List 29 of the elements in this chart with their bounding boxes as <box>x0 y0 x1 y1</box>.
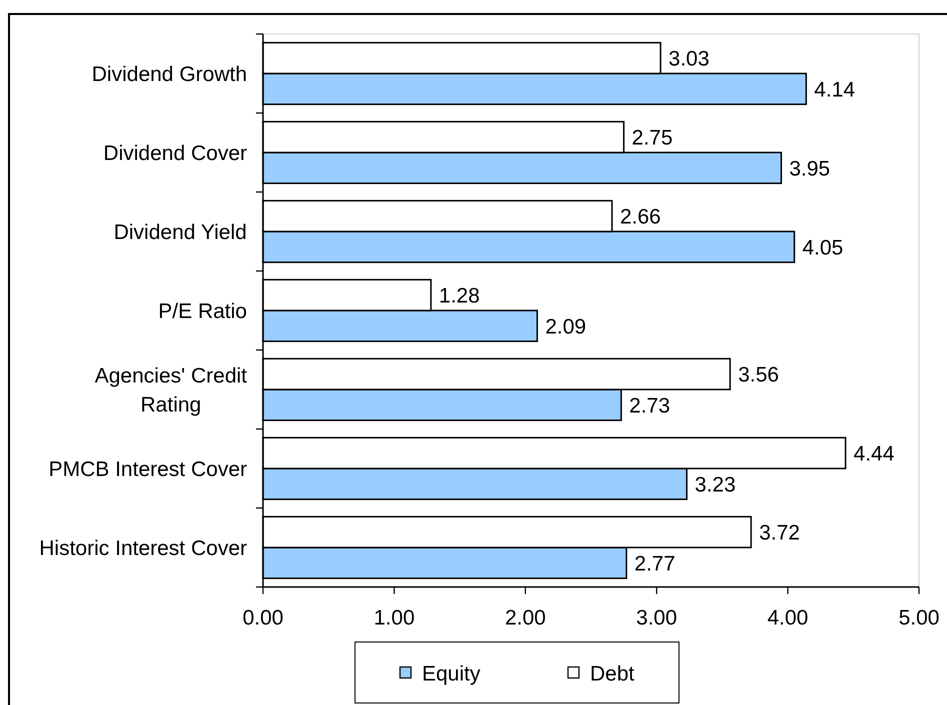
x-tick-label: 0.00 <box>242 606 284 630</box>
legend-label: Debt <box>590 662 635 686</box>
data-label: 4.44 <box>854 442 895 466</box>
x-tick-label: 2.00 <box>504 606 546 630</box>
x-tick-label: 4.00 <box>767 606 808 630</box>
y-tick-label: Dividend Cover <box>103 142 248 165</box>
data-label: 2.09 <box>545 315 586 338</box>
data-label: 3.72 <box>759 521 800 544</box>
y-tick-label: PMCB Interest Cover <box>48 458 248 481</box>
y-tick-label: P/E Ratio <box>158 300 248 323</box>
y-tick-label: Agencies' Credit Rating <box>94 364 248 416</box>
data-label: 1.28 <box>438 284 480 308</box>
data-label: 4.14 <box>814 78 856 102</box>
data-label: 2.75 <box>632 126 673 150</box>
data-label: 3.03 <box>668 47 710 70</box>
legend-label: Equity <box>422 662 481 686</box>
x-tick-label: 1.00 <box>374 606 415 630</box>
data-label: 3.56 <box>738 363 779 386</box>
x-tick-label: 5.00 <box>898 606 940 630</box>
y-tick-label: Dividend Growth <box>92 62 247 86</box>
data-label: 2.77 <box>634 552 676 576</box>
data-label: 4.05 <box>802 236 844 260</box>
data-label: 3.95 <box>789 157 830 180</box>
x-tick-label: 3.00 <box>636 606 678 630</box>
y-tick-label: Dividend Yield <box>114 220 247 244</box>
data-label: 3.23 <box>694 473 736 496</box>
y-tick-label: Historic Interest Cover <box>39 536 248 560</box>
data-label: 2.66 <box>620 205 661 228</box>
data-label: 2.73 <box>629 394 670 418</box>
